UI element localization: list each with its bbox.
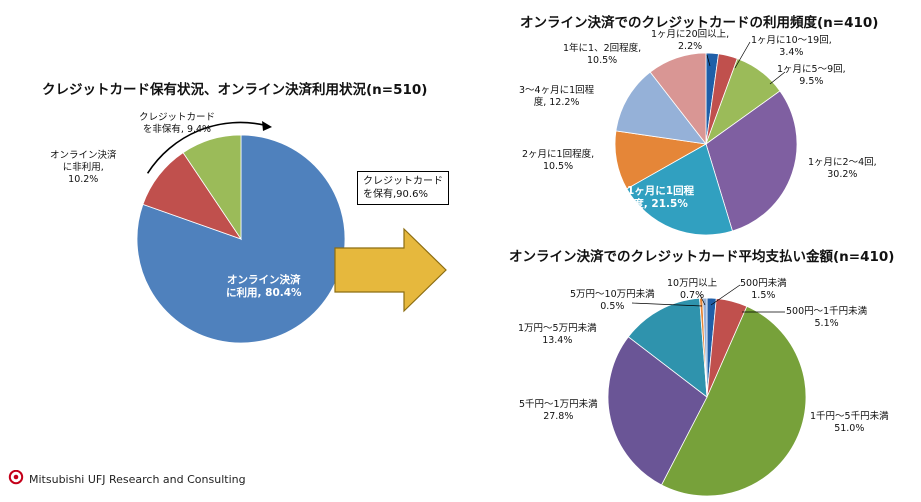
leader-line [710, 284, 741, 306]
chart2-label-5-9: 1ヶ月に5～9回, 9.5% [777, 64, 846, 87]
held-arc-arrow [146, 121, 266, 174]
pie-slice-pie1-0 [136, 134, 346, 344]
pie-chart-1 [136, 134, 346, 344]
chart3-title: オンライン決済でのクレジットカード平均支払い金額(n=410) [509, 249, 895, 265]
leader-line [769, 71, 786, 85]
chart3-label-over-100000: 10万円以上 0.7% [667, 278, 718, 301]
pie-slice-pie3-6 [702, 297, 708, 398]
chart2-label-1-year: 1年に1、2回程度, 10.5% [563, 43, 642, 66]
pie-slice-pie3-2 [660, 305, 807, 497]
chart2-label-20plus: 1ヶ月に20回以上, 2.2% [651, 29, 730, 52]
company-logo: Mitsubishi UFJ Research and Consulting [8, 470, 246, 488]
chart1-callout-held: クレジットカード を保有,90.6% [357, 171, 449, 205]
pie-slice-pie2-7 [649, 52, 707, 146]
chart1-title: クレジットカード保有状況、オンライン決済利用状況(n=510) [42, 82, 428, 98]
chart3-label-10000-50000: 1万円～5万円未満 13.4% [518, 323, 597, 346]
pie-chart-2 [614, 52, 798, 236]
leader-line [699, 294, 706, 306]
chart2-label-3-4-month: 3～4ヶ月に1回程 度, 12.2% [519, 85, 595, 108]
pie-slice-pie2-4 [626, 143, 733, 236]
chart2-title: オンライン決済でのクレジットカードの利用頻度(n=410) [520, 15, 879, 31]
leader-line [734, 41, 751, 69]
pie-slice-pie1-2 [182, 134, 242, 241]
pie-slice-pie2-3 [705, 90, 798, 232]
leader-line [631, 302, 703, 307]
mufg-logo-icon [8, 470, 24, 485]
chart2-label-1-month: 1ヶ月に1回程 度, 21.5% [627, 185, 695, 210]
pie-slice-pie3-4 [627, 297, 708, 398]
leader-line [706, 54, 711, 67]
chart1-label-online-use: オンライン決済 に利用, 80.4% [226, 274, 302, 299]
chart3-label-500-1000: 500円～1千円未満 5.1% [786, 306, 868, 329]
chart3-label-under-500: 500円未満 1.5% [740, 278, 787, 301]
chart1-label-no-card: クレジットカード を非保有, 9.4% [139, 112, 216, 135]
chart3-label-5000-10000: 5千円～1万円未満 27.8% [519, 399, 598, 422]
held-arc-arrowhead [262, 121, 272, 131]
pie-slice-pie3-3 [607, 336, 708, 486]
chart2-label-2-month: 2ヶ月に1回程度, 10.5% [522, 149, 595, 172]
pie-slice-pie2-6 [615, 71, 707, 145]
company-name: Mitsubishi UFJ Research and Consulting [29, 472, 246, 486]
pie-chart-3 [607, 297, 807, 497]
big-arrow [334, 227, 447, 313]
chart3-label-50000-100000: 5万円～10万円未満 0.5% [570, 289, 655, 312]
chart1-label-not-use: オンライン決済 に非利用, 10.2% [50, 150, 117, 185]
chart2-label-10-19: 1ヶ月に10～19回, 3.4% [751, 35, 832, 58]
chart3-label-1000-5000: 1千円～5千円未満 51.0% [810, 411, 889, 434]
chart2-label-2-4: 1ヶ月に2～4回, 30.2% [808, 157, 877, 180]
